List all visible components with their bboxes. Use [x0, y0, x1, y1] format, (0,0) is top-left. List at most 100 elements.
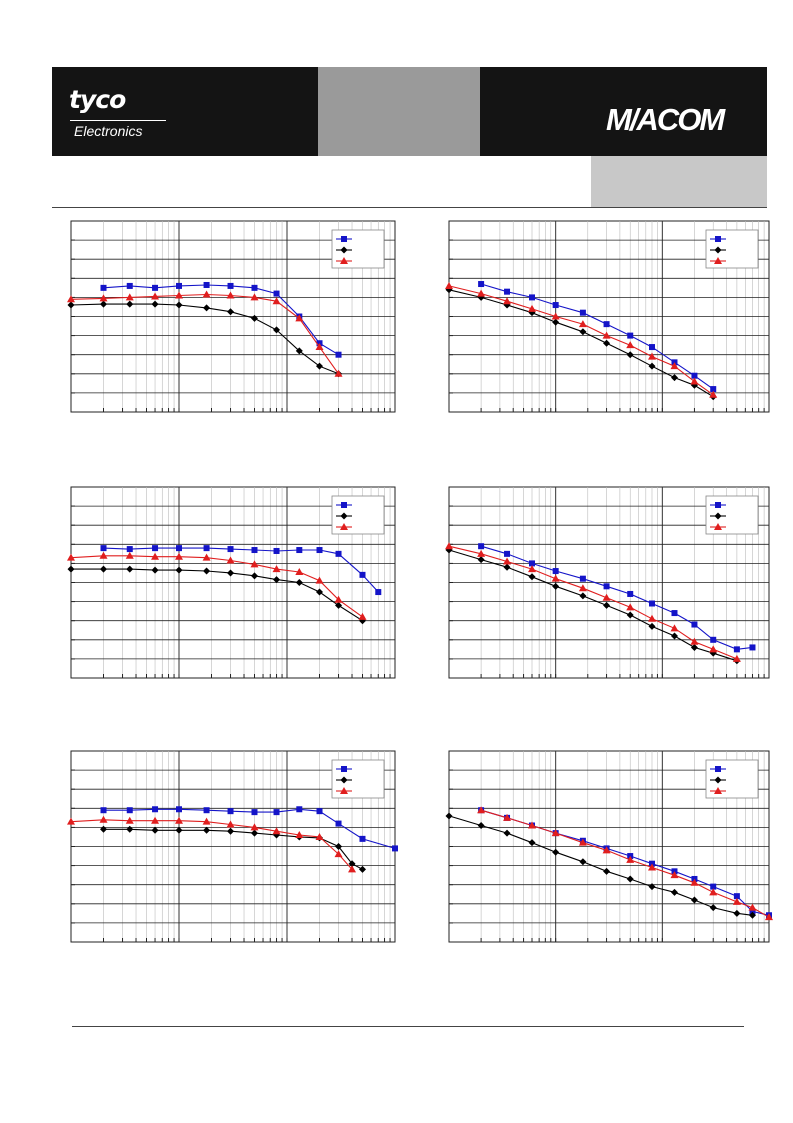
data-point-blue — [749, 908, 756, 915]
data-point-black — [445, 812, 453, 820]
chart-6 — [445, 750, 773, 943]
data-point-black — [250, 314, 258, 322]
data-point-red — [626, 855, 635, 863]
legend-marker-black — [340, 246, 348, 254]
data-point-red — [226, 820, 235, 828]
legend-box — [331, 759, 385, 799]
data-point-black — [100, 300, 108, 308]
legend-box — [331, 495, 385, 535]
data-point-blue — [203, 281, 210, 288]
data-point-blue — [627, 590, 634, 597]
legend-marker-red — [340, 257, 348, 264]
data-point-blue — [710, 386, 717, 393]
data-point-red — [477, 806, 486, 814]
data-point-blue — [733, 893, 740, 900]
data-point-black — [316, 362, 324, 370]
data-point-red — [67, 295, 75, 303]
data-point-red — [125, 293, 134, 301]
data-point-blue — [478, 543, 485, 550]
legend-marker-red — [714, 787, 722, 794]
chart-5 — [67, 750, 398, 943]
data-point-black — [273, 326, 281, 334]
legend-marker-blue — [715, 236, 721, 242]
data-point-black — [690, 896, 698, 904]
legend-marker-blue — [715, 766, 721, 772]
data-point-blue — [710, 636, 717, 643]
data-point-blue — [251, 284, 258, 291]
data-point-blue — [579, 309, 586, 316]
data-point-blue — [100, 807, 107, 814]
legend-marker-black — [714, 246, 722, 254]
data-point-red — [250, 560, 259, 568]
data-point-blue — [273, 290, 280, 297]
data-point-red — [202, 817, 211, 825]
data-point-red — [151, 552, 160, 560]
data-point-red — [647, 352, 656, 360]
data-point-red — [626, 341, 635, 349]
data-point-red — [226, 556, 235, 564]
data-point-blue — [579, 575, 586, 582]
data-point-black — [250, 829, 258, 837]
data-point-black — [358, 865, 366, 873]
chart-2 — [445, 220, 770, 413]
chart-3 — [67, 486, 396, 679]
data-point-red — [670, 624, 679, 632]
data-point-red — [503, 557, 512, 565]
chart-4 — [445, 486, 770, 679]
data-point-red — [348, 865, 357, 873]
series-red — [445, 542, 741, 662]
footer-divider — [72, 1026, 744, 1027]
data-point-red — [334, 369, 343, 377]
data-point-black — [126, 825, 134, 833]
data-point-black — [626, 351, 634, 359]
data-point-black — [203, 304, 211, 312]
data-point-red — [551, 312, 560, 320]
data-point-red — [99, 815, 108, 823]
data-point-red — [358, 612, 367, 620]
data-point-black — [579, 858, 587, 866]
data-point-blue — [152, 284, 159, 291]
data-point-black — [273, 831, 281, 839]
series-red — [445, 281, 718, 398]
data-point-red — [602, 846, 611, 854]
data-point-blue — [359, 571, 366, 578]
data-point-red — [578, 838, 587, 846]
data-point-black — [203, 826, 211, 834]
data-point-red — [250, 823, 259, 831]
data-point-red — [528, 565, 537, 573]
data-point-red — [151, 816, 160, 824]
data-point-red — [295, 314, 304, 322]
legend — [705, 229, 759, 269]
data-point-blue — [733, 646, 740, 653]
data-point-blue — [176, 545, 182, 552]
data-point-red — [175, 291, 183, 299]
data-point-blue — [227, 808, 234, 815]
data-point-red — [602, 331, 611, 339]
data-point-red — [709, 390, 718, 398]
data-point-black — [203, 567, 211, 575]
legend-marker-black — [714, 776, 722, 784]
header-sub-panel — [591, 156, 767, 207]
legend-marker-red — [714, 257, 722, 264]
data-point-red — [528, 821, 537, 829]
data-point-red — [647, 863, 656, 871]
data-point-red — [477, 549, 486, 557]
data-point-red — [670, 362, 679, 370]
data-point-black — [709, 649, 717, 657]
series-black — [445, 286, 717, 401]
data-point-blue — [749, 644, 756, 651]
data-point-red — [272, 827, 281, 835]
data-point-red — [272, 565, 281, 573]
data-point-blue — [152, 806, 159, 813]
data-point-blue — [392, 845, 398, 852]
data-point-blue — [648, 600, 655, 607]
series-black — [445, 546, 741, 665]
data-point-blue — [691, 621, 698, 628]
legend-box — [705, 229, 759, 269]
data-point-red — [175, 552, 183, 560]
data-point-black — [227, 308, 235, 316]
series-red — [67, 551, 367, 620]
data-point-black — [67, 301, 75, 309]
data-point-blue — [273, 547, 280, 554]
data-point-red — [272, 297, 281, 305]
